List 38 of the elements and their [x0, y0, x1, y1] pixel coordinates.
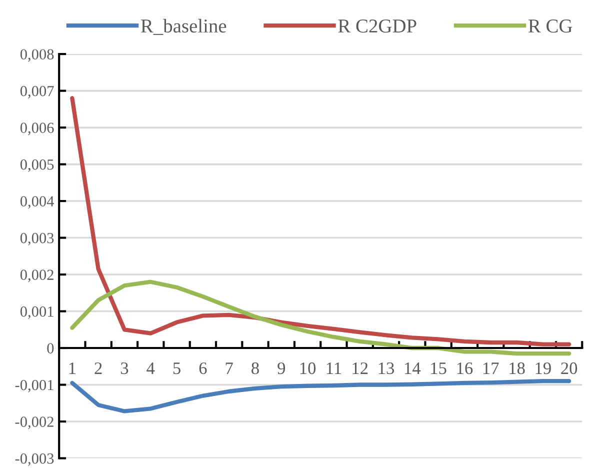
x-tick-label: 20	[561, 362, 578, 374]
y-tick-label: 0,004	[20, 196, 54, 209]
y-tick-label: 0,005	[20, 159, 54, 172]
y-tick-label: -0,002	[15, 416, 54, 430]
line-series	[70, 379, 572, 414]
x-tick-label: 16	[457, 362, 473, 374]
legend-label: R_baseline	[140, 18, 226, 35]
x-tick-label: 9	[278, 362, 286, 374]
x-tick-label: 15	[431, 362, 446, 374]
legend-label: R C2GDP	[338, 20, 416, 33]
x-tick-label: 18	[510, 362, 525, 374]
x-tick-label: 11	[326, 362, 342, 374]
line-series	[70, 280, 572, 356]
x-tick-label: 14	[404, 362, 421, 374]
y-tick-label: 0,008	[20, 49, 54, 62]
x-tick-label: 6	[199, 362, 207, 374]
x-tick-label: 7	[226, 362, 233, 374]
y-tick-label: 0,006	[20, 122, 54, 136]
x-tick-label: 3	[120, 362, 128, 374]
x-tick-label: 8	[252, 362, 259, 374]
y-tick-label: 0	[47, 343, 54, 354]
x-tick-label: 1	[69, 362, 76, 374]
x-tick-label: 19	[536, 362, 551, 374]
x-tick-label: 2	[94, 362, 102, 374]
y-tick-label: -0,003	[15, 453, 54, 466]
legend-label: R CG	[528, 20, 572, 33]
y-tick-label: -0,001	[15, 380, 54, 392]
y-tick-label: 0,002	[20, 270, 54, 282]
x-tick-label: 13	[378, 362, 394, 374]
y-tick-label: 0,001	[20, 306, 54, 319]
x-tick-label: 10	[300, 362, 316, 374]
x-tick-label: 4	[146, 362, 155, 374]
x-tick-label: 12	[352, 362, 368, 374]
x-tick-label: 17	[483, 362, 499, 374]
y-tick-label: 0,007	[20, 86, 54, 98]
x-tick-label: 5	[173, 362, 180, 374]
y-tick-label: 0,003	[20, 232, 54, 246]
line-series	[70, 96, 572, 346]
